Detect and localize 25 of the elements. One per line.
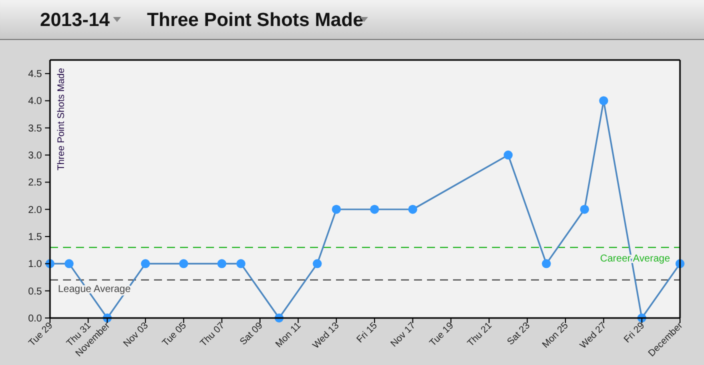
x-tick-label: Mon 25 xyxy=(540,320,571,351)
x-tick-label: Fri 15 xyxy=(354,320,380,346)
y-tick-label: 1.5 xyxy=(28,232,42,244)
y-tick-label: 0.5 xyxy=(28,286,42,298)
x-tick-label: Tue 05 xyxy=(160,320,189,349)
chart-title: 2013-14 xyxy=(40,10,110,31)
y-tick-label: 2.0 xyxy=(28,204,42,216)
x-tick-label: Thu 21 xyxy=(466,320,494,350)
y-axis-title: Three Point Shots Made xyxy=(56,68,67,170)
x-tick-label: Tue 19 xyxy=(428,320,456,349)
y-tick-label: 1.0 xyxy=(28,259,42,270)
y-tick-label: 4.0 xyxy=(28,96,42,108)
x-tick-label: Sat 09 xyxy=(238,320,266,348)
y-tick-label: 4.5 xyxy=(28,69,42,80)
y-tick-label: 3.5 xyxy=(28,123,42,134)
x-tick-label: Fri 29 xyxy=(622,320,647,346)
x-tick-label: Nov 03 xyxy=(122,320,151,350)
x-tick-label: Thu 07 xyxy=(198,320,227,350)
y-tick-label: 3.0 xyxy=(28,150,42,162)
y-tick-label: 2.5 xyxy=(28,178,42,189)
x-tick-label: Nov 17 xyxy=(388,320,418,350)
x-tick-label: Sat 23 xyxy=(505,320,532,348)
ref-line-label: Career Average xyxy=(600,253,670,264)
chart-subtitle: Three Point Shots Made xyxy=(147,10,364,31)
x-tick-label: Mon 11 xyxy=(274,320,304,350)
